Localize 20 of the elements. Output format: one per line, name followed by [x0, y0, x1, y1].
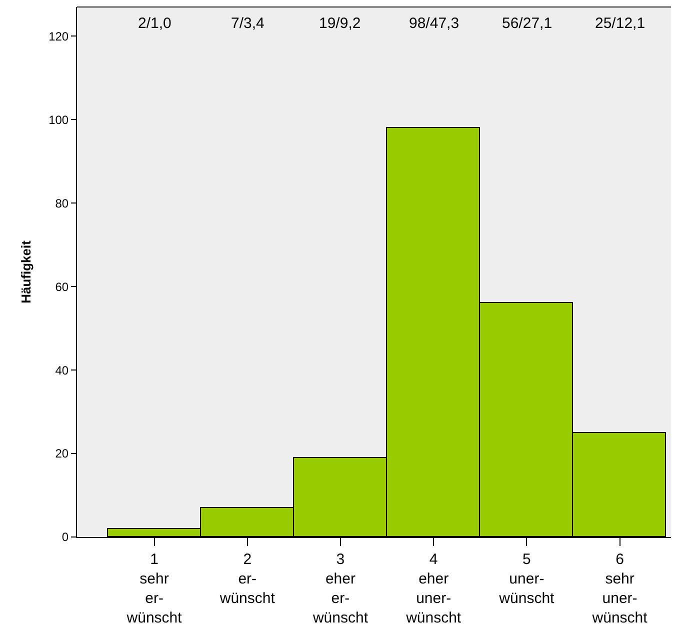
x-tick-label: 2 er- wünscht — [218, 551, 276, 607]
x-tick-label: 3 eher er- wünscht — [312, 551, 369, 626]
annotation: 25/12,1 — [595, 15, 646, 32]
y-tick-label: 120 — [48, 29, 69, 44]
y-tick-label: 60 — [55, 280, 69, 294]
x-tick-label: 4 eher uner- wünscht — [405, 551, 462, 626]
y-tick-label: 40 — [55, 363, 69, 378]
annotation: 19/9,2 — [319, 15, 361, 32]
y-tick-label: 0 — [62, 530, 69, 544]
annotation: 56/27,1 — [502, 15, 552, 32]
y-tick-label: 80 — [55, 196, 69, 210]
x-tick-label: 5 uner- wünscht — [498, 551, 556, 607]
annotation: 98/47,3 — [409, 15, 460, 32]
y-axis-title: Häufigkeit — [18, 240, 34, 304]
x-tick-label: 1 sehr er- wünscht — [126, 551, 183, 626]
annotation: 7/3,4 — [231, 15, 264, 32]
y-tick-label: 20 — [55, 446, 69, 461]
y-tick-label: 100 — [48, 112, 69, 127]
annotation: 2/1,0 — [138, 15, 172, 32]
x-tick-label: 6 sehr uner- wünscht — [591, 551, 648, 626]
